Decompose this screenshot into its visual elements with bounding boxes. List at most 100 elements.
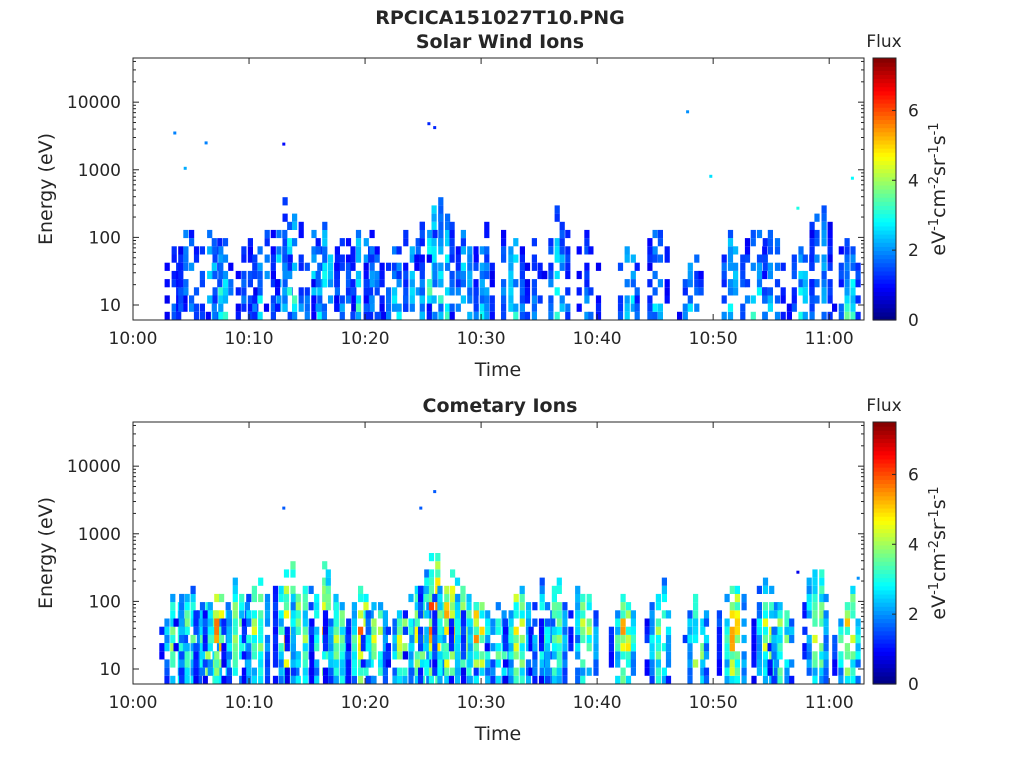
heatmap-cell	[624, 303, 630, 312]
heatmap-cell	[682, 287, 688, 296]
heatmap-cell	[435, 569, 441, 578]
heatmap-cell	[484, 295, 490, 304]
heatmap-cell	[183, 229, 189, 239]
heatmap-cell	[322, 643, 329, 652]
heatmap-cell	[479, 659, 485, 668]
heatmap-cell	[282, 229, 288, 239]
heatmap-cell	[270, 262, 276, 271]
x-axis-label: Time	[474, 359, 522, 381]
heatmap-cell	[630, 667, 636, 676]
colorbar-step	[873, 217, 896, 223]
heatmap-cell	[298, 295, 304, 304]
plot-frame	[132, 421, 865, 685]
heatmap-cell	[620, 610, 626, 619]
heatmap-cell	[444, 675, 450, 684]
heatmap-cell	[539, 593, 545, 603]
heatmap-cell	[769, 610, 775, 619]
heatmap-cell	[559, 229, 565, 239]
colorbar-step	[873, 610, 896, 615]
heatmap-cell	[777, 602, 783, 611]
heatmap-cell	[449, 229, 455, 239]
colorbar-step	[873, 471, 896, 476]
heatmap-cell	[791, 254, 797, 263]
heatmap-cell	[823, 618, 829, 627]
heatmap-cell	[821, 279, 827, 288]
heatmap-cell	[756, 254, 763, 263]
heatmap-cell	[467, 651, 473, 660]
heatmap-cell	[554, 270, 560, 280]
heatmap-cell	[351, 651, 357, 660]
heatmap-cell	[427, 295, 433, 304]
heatmap-cell	[304, 311, 310, 320]
heatmap-cell	[346, 675, 352, 684]
heatmap-cell	[428, 634, 435, 644]
heatmap-cell	[193, 254, 200, 263]
heatmap-cell	[767, 238, 773, 247]
heatmap-cell	[467, 270, 473, 280]
heatmap-cell	[762, 667, 769, 676]
heatmap-cell	[445, 254, 451, 263]
heatmap-cell	[450, 569, 456, 578]
heatmap-cell	[565, 270, 571, 280]
heatmap-cell	[328, 262, 334, 271]
heatmap-cell	[378, 602, 384, 611]
heatmap-cell	[333, 634, 339, 644]
heatmap-cell	[568, 643, 574, 652]
heatmap-cell	[647, 295, 653, 304]
heatmap-cell	[418, 667, 424, 676]
heatmap-cell	[363, 287, 369, 296]
heatmap-cell	[302, 643, 308, 652]
heatmap-cell	[608, 634, 614, 644]
heatmap-cell	[346, 651, 352, 660]
heatmap-cell	[508, 303, 514, 312]
heatmap-cell	[333, 610, 339, 619]
colorbar-step	[873, 512, 896, 517]
heatmap-cell	[501, 287, 507, 296]
heatmap-cell	[385, 659, 391, 668]
heatmap-cell	[821, 262, 827, 271]
colorbar-step	[873, 78, 896, 84]
heatmap-cell	[595, 295, 602, 304]
heatmap-cell	[449, 303, 455, 312]
heatmap-cell	[426, 651, 432, 660]
heatmap-cell	[199, 279, 205, 288]
heatmap-cell	[190, 585, 196, 594]
heatmap-cell	[276, 254, 282, 263]
colorbar-tick-label: 0	[908, 311, 919, 331]
heatmap-cell	[665, 659, 672, 668]
heatmap-cell	[802, 643, 808, 652]
heatmap-cell	[409, 295, 415, 304]
heatmap-cell	[586, 618, 592, 627]
heatmap-cell	[484, 262, 490, 271]
colorbar-step	[873, 295, 896, 301]
heatmap-cell	[501, 238, 507, 247]
heatmap-cell	[798, 270, 804, 280]
heatmap-cell	[454, 577, 461, 586]
heatmap-cell	[437, 626, 443, 635]
heatmap-cell	[823, 634, 829, 644]
heatmap-cell	[270, 246, 276, 255]
heatmap-cell	[789, 618, 795, 627]
heatmap-cell	[212, 254, 218, 263]
heatmap-cell	[355, 238, 362, 247]
y-tick-label: 10	[99, 296, 121, 316]
heatmap-cell	[693, 593, 699, 603]
heatmap-cell	[844, 287, 850, 296]
heatmap-cell	[694, 287, 700, 296]
colorbar-units: eV-1cm-2sr-1s-1	[927, 122, 950, 255]
heatmap-cell	[179, 675, 185, 684]
heatmap-cell	[508, 279, 514, 288]
heatmap-cell	[821, 254, 827, 263]
heatmap-cell	[170, 593, 176, 603]
heatmap-cell	[479, 303, 485, 312]
heatmap-cell	[655, 618, 661, 627]
heatmap-cell	[432, 626, 438, 635]
x-tick-label: 10:00	[109, 329, 158, 349]
colorbar-step	[873, 176, 896, 182]
heatmap-cell	[414, 254, 420, 263]
heatmap-cell	[247, 311, 253, 320]
heatmap-cell	[218, 270, 224, 280]
heatmap-cell	[246, 610, 252, 619]
colorbar-step	[873, 593, 896, 599]
colorbar-tick-label: 6	[908, 101, 919, 121]
